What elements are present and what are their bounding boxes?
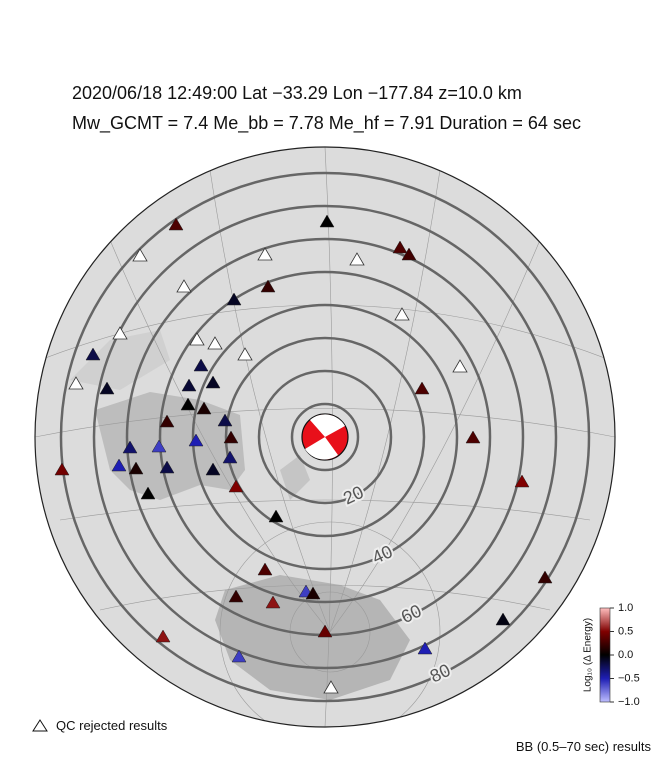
qc-rejected-station [68, 376, 84, 390]
station [180, 397, 196, 411]
station [159, 460, 175, 474]
station [181, 378, 197, 392]
station [228, 479, 244, 493]
station [193, 358, 209, 372]
station [317, 624, 333, 638]
colorbar [599, 607, 611, 703]
station [495, 612, 511, 626]
bb-legend: BB (0.5–70 sec) results [516, 739, 652, 754]
colorbar-tick-label: 1.0 [618, 602, 633, 614]
station [401, 247, 417, 261]
station [417, 641, 433, 655]
qc-rejected-station [207, 336, 223, 350]
station [54, 462, 70, 476]
colorbar-label: Log₁₀ (Δ Energy) [583, 618, 594, 692]
station [99, 381, 115, 395]
station [223, 430, 239, 444]
focal-mechanism [301, 413, 349, 461]
qc-legend-symbol [32, 719, 48, 732]
qc-rejected-station [452, 359, 468, 373]
station [205, 462, 221, 476]
station [260, 279, 276, 293]
station [257, 562, 273, 576]
station [159, 414, 175, 428]
qc-rejected-station [394, 307, 410, 321]
qc-rejected-station [112, 326, 128, 340]
qc-rejected-station [189, 332, 205, 346]
qc-rejected-station [257, 247, 273, 261]
minor-ring [92, 204, 558, 670]
qc-rejected-station [176, 279, 192, 293]
station [514, 474, 530, 488]
station [205, 375, 221, 389]
subtitle: Mw_GCMT = 7.4 Me_bb = 7.78 Me_hf = 7.91 … [72, 113, 581, 134]
colorbar-tick-label: −1.0 [618, 696, 640, 708]
station [188, 433, 204, 447]
station [128, 461, 144, 475]
qc-rejected-station [323, 680, 339, 694]
station [111, 458, 127, 472]
station [122, 440, 138, 454]
station [168, 217, 184, 231]
qc-rejected-station [349, 252, 365, 266]
station [268, 509, 284, 523]
station [537, 570, 553, 584]
station [155, 629, 171, 643]
minor-ring [224, 336, 426, 538]
globe-outline [34, 146, 616, 728]
station [222, 450, 238, 464]
station [85, 347, 101, 361]
colorbar-tick-label: 0.5 [618, 625, 633, 637]
distance-ring [191, 303, 459, 571]
distance-ring [257, 369, 393, 505]
qc-legend: QC rejected results [56, 718, 168, 733]
station [228, 589, 244, 603]
station [231, 649, 247, 663]
station [305, 586, 321, 600]
colorbar-tick-label: 0.0 [618, 649, 633, 661]
minor-ring [290, 402, 360, 472]
qc-rejected-station [237, 347, 253, 361]
distance-ring [59, 171, 591, 703]
colorbar-tick-label: −0.5 [618, 672, 640, 684]
station [465, 430, 481, 444]
station [414, 381, 430, 395]
qc-rejected-station [132, 248, 148, 262]
station [226, 292, 242, 306]
station [151, 439, 167, 453]
station [217, 413, 233, 427]
station [319, 214, 335, 228]
station [140, 486, 156, 500]
station [265, 595, 281, 609]
station [392, 240, 408, 254]
station [196, 401, 212, 415]
minor-ring [158, 270, 492, 604]
title: 2020/06/18 12:49:00 Lat −33.29 Lon −177.… [72, 83, 522, 103]
